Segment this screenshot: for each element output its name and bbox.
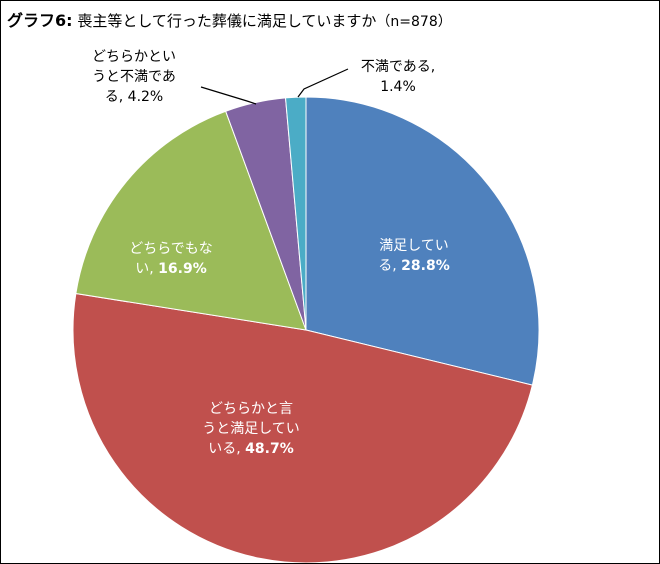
- pie-slice-satisfied: [305, 96, 540, 386]
- data-label-somewhat-satisfied-line1: どちらかと言: [209, 401, 293, 417]
- data-label-satisfied-pct: 28.8%: [401, 258, 450, 274]
- graph-number: グラフ6: [7, 11, 67, 30]
- data-label-somewhat-dissatisfied-line1: どちらかとい: [92, 49, 176, 65]
- sample-size-note: （n=878）: [376, 14, 452, 30]
- data-label-dissatisfied: 不満である, 1.4%: [343, 57, 453, 97]
- data-label-somewhat-satisfied-line2: うと満足してい: [202, 421, 300, 437]
- leader-line-somewhat-dissatisfied: [200, 86, 257, 105]
- pie-slice-dissatisfied: [284, 96, 307, 331]
- data-label-neutral-pct: 16.9%: [158, 261, 207, 277]
- data-label-somewhat-dissatisfied: どちらかとい うと不満であ る, 4.2%: [69, 47, 199, 107]
- chart-title: グラフ6: 喪主等として行った葬儀に満足していますか（n=878）: [7, 7, 452, 31]
- data-label-satisfied: 満足してい る, 28.8%: [349, 236, 479, 276]
- data-label-dissatisfied-line2: 1.4%: [380, 79, 416, 95]
- data-label-somewhat-satisfied: どちらかと言 うと満足してい いる, 48.7%: [181, 399, 321, 459]
- data-label-somewhat-satisfied-line3: いる,: [208, 441, 246, 457]
- data-label-satisfied-line2: る,: [378, 258, 402, 274]
- question-text: 喪主等として行った葬儀に満足していますか: [72, 12, 377, 30]
- leader-line-dissatisfied: [297, 68, 349, 98]
- data-label-somewhat-dissatisfied-line3: る, 4.2%: [104, 89, 164, 105]
- data-label-satisfied-line1: 満足してい: [379, 238, 449, 254]
- leader-lines: [200, 68, 349, 105]
- title-colon: :: [66, 11, 73, 30]
- data-label-dissatisfied-line1: 不満である,: [360, 59, 436, 75]
- data-label-somewhat-satisfied-pct: 48.7%: [245, 441, 294, 457]
- data-label-neutral-line1: どちらでもな: [129, 241, 213, 257]
- pie-slice-somewhat-satisfied: [72, 292, 533, 563]
- pie-slice-neutral: [75, 110, 307, 331]
- data-label-neutral-line2: い,: [135, 261, 159, 277]
- pie-slices: [72, 96, 540, 563]
- data-label-neutral: どちらでもな い, 16.9%: [111, 239, 231, 279]
- data-label-somewhat-dissatisfied-line2: うと不満であ: [92, 69, 176, 85]
